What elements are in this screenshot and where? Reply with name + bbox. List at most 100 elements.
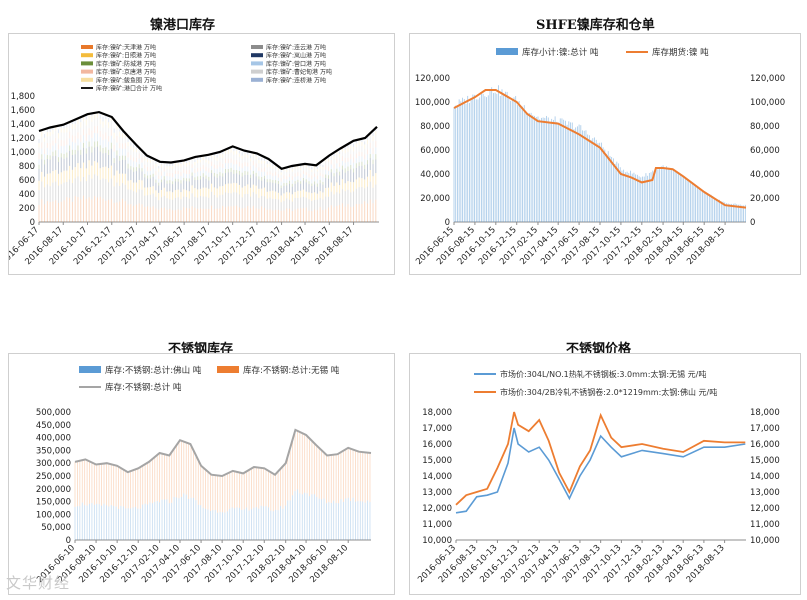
stack-bar-segment xyxy=(236,154,238,161)
stack-bar-segment xyxy=(358,145,360,152)
stack-bar-segment xyxy=(71,155,73,170)
stack-bar-segment xyxy=(269,191,271,198)
stock-bar-wuxi xyxy=(234,471,235,509)
stack-bar-segment xyxy=(199,167,201,172)
stack-bar-segment xyxy=(155,182,157,191)
stack-bar-segment xyxy=(322,192,324,200)
inventory-bar xyxy=(695,185,697,222)
stack-bar-segment xyxy=(66,127,68,133)
stack-bar-segment xyxy=(180,164,182,168)
stack-bar-segment xyxy=(283,183,285,186)
stack-bar-segment xyxy=(219,208,221,222)
inventory-bar xyxy=(486,97,487,222)
stack-bar-segment xyxy=(261,160,263,164)
stock-bar-wuxi xyxy=(219,475,221,513)
inventory-bar xyxy=(455,105,457,222)
stack-bar-segment xyxy=(339,185,341,194)
stack-bar-segment xyxy=(138,148,140,154)
stack-bar-segment xyxy=(272,190,274,199)
stack-bar-segment xyxy=(158,200,160,210)
stack-bar-segment xyxy=(163,163,165,168)
stack-bar-segment xyxy=(119,160,121,174)
series-line-futures-stock xyxy=(453,89,747,209)
stack-bar-segment xyxy=(350,159,352,166)
stack-bar-segment xyxy=(327,207,329,222)
stock-bar-wuxi xyxy=(287,456,289,501)
stack-bar-segment xyxy=(108,117,110,123)
stack-bar-segment xyxy=(63,140,65,147)
stack-bar-segment xyxy=(336,158,338,164)
stack-bar-segment xyxy=(361,138,363,142)
stack-bar-segment xyxy=(183,189,185,197)
stack-bar-segment xyxy=(308,167,310,170)
stock-bar-wuxi xyxy=(77,461,78,507)
legend-label: 库存期货:镍 吨 xyxy=(652,47,709,58)
stack-bar-segment xyxy=(169,208,171,222)
stock-bar-wuxi xyxy=(226,473,228,512)
stock-bar-wuxi xyxy=(364,452,366,503)
stack-bar-segment xyxy=(280,181,282,186)
stack-bar-segment xyxy=(91,146,93,153)
stack-bar-segment xyxy=(83,162,85,178)
stack-bar-segment xyxy=(277,177,279,181)
inventory-bar xyxy=(712,196,714,222)
stack-bar-segment xyxy=(247,193,249,207)
inventory-bar xyxy=(549,122,551,222)
stack-bar-segment xyxy=(344,149,346,154)
stack-bar-segment xyxy=(83,135,85,143)
inventory-bar xyxy=(556,121,558,222)
stack-bar-segment xyxy=(255,194,257,209)
stack-bar-segment xyxy=(80,149,82,155)
y-tick-label-right: 16,000 xyxy=(750,440,780,450)
stack-bar-segment xyxy=(250,170,252,175)
stack-bar-segment xyxy=(194,207,196,222)
stack-bar-segment xyxy=(197,176,199,180)
legend-swatch xyxy=(251,61,263,66)
stack-bar-segment xyxy=(57,185,59,203)
stack-bar-segment xyxy=(366,144,368,150)
stack-bar-segment xyxy=(261,171,263,177)
stack-bar-segment xyxy=(158,178,160,183)
stack-bar-segment xyxy=(238,194,240,208)
stack-bar-segment xyxy=(197,159,199,164)
inventory-bar xyxy=(585,130,587,222)
stack-bar-segment xyxy=(316,175,318,180)
stock-bar-wuxi xyxy=(86,460,88,506)
stack-bar-segment xyxy=(144,156,146,161)
stack-bar-segment xyxy=(277,209,279,222)
stack-bar-segment xyxy=(135,162,137,168)
stack-bar-segment xyxy=(113,132,115,139)
stack-bar-segment xyxy=(208,168,210,173)
stack-bar-segment xyxy=(216,165,218,169)
stock-bar-foshan xyxy=(234,508,235,540)
stack-bar-segment xyxy=(127,157,129,164)
stack-bar-segment xyxy=(202,165,204,170)
stock-bar-foshan xyxy=(255,507,257,540)
stack-bar-segment xyxy=(197,163,199,169)
stock-bar-foshan xyxy=(144,503,146,540)
stack-bar-segment xyxy=(66,170,68,182)
inventory-bar xyxy=(592,138,594,222)
stock-bar-foshan xyxy=(200,505,202,540)
stock-bar-foshan xyxy=(103,503,105,540)
stack-bar-segment xyxy=(238,156,240,163)
inventory-bar xyxy=(693,183,695,222)
stack-bar-segment xyxy=(347,147,349,152)
inventory-bar xyxy=(674,171,676,222)
stack-bar-segment xyxy=(74,154,76,168)
inventory-bar xyxy=(635,174,637,222)
stack-bar-segment xyxy=(372,159,374,165)
stack-bar-segment xyxy=(160,161,162,165)
stack-bar-segment xyxy=(188,198,190,209)
stack-bar-segment xyxy=(144,164,146,169)
stack-bar-segment xyxy=(258,176,260,180)
stack-bar-segment xyxy=(252,205,254,222)
stack-bar-segment xyxy=(163,207,165,222)
stack-bar-segment xyxy=(60,127,62,133)
stack-bar-segment xyxy=(308,184,310,193)
inventory-bar xyxy=(510,100,511,222)
stack-bar-segment xyxy=(375,135,377,142)
stack-bar-segment xyxy=(66,144,68,153)
stack-bar-segment xyxy=(308,177,310,182)
stack-bar-segment xyxy=(286,208,288,222)
